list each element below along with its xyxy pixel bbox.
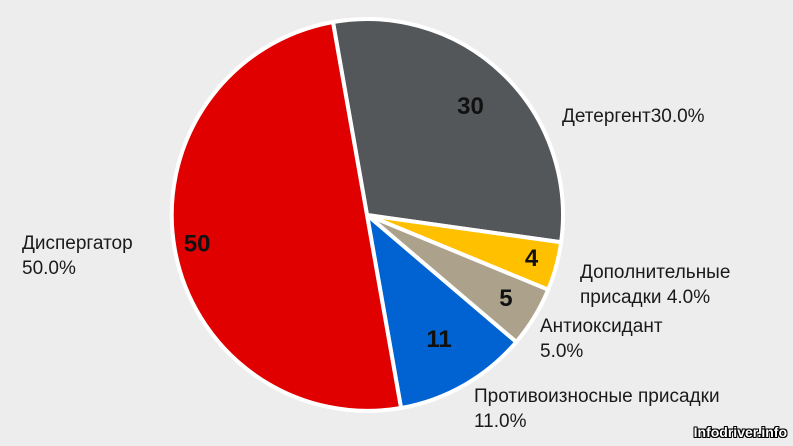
slices-layer	[169, 17, 565, 413]
category-label-line: Диспергатор	[22, 233, 133, 254]
slice-value-label: 11	[426, 326, 451, 353]
category-label-line: Антиоксидант	[540, 316, 663, 337]
slice-value-label: 30	[457, 93, 484, 120]
pie-slice	[330, 17, 565, 245]
slice-value-label: 50	[184, 230, 211, 257]
pie-slice	[365, 213, 519, 411]
slice-value-label: 4	[525, 245, 539, 272]
category-label-line: Противоизносные присадки	[474, 386, 720, 407]
category-label-line: Детергент30.0%	[562, 106, 705, 127]
category-labels-layer: Детергент30.0% Дополнительные присадки 4.0…	[22, 106, 730, 432]
slice-value-label: 5	[499, 285, 512, 312]
category-label-line: присадки 4.0%	[580, 287, 710, 308]
pie-slice	[169, 19, 404, 413]
category-label-line: Дополнительные	[580, 262, 730, 283]
category-label-line: 50.0%	[22, 258, 76, 279]
category-label-line: 5.0%	[540, 341, 583, 362]
value-labels-layer: 30 45 11 50	[184, 93, 539, 353]
category-label-line: 11.0%	[474, 411, 527, 432]
watermark-text: Infodriver.info	[693, 424, 787, 440]
